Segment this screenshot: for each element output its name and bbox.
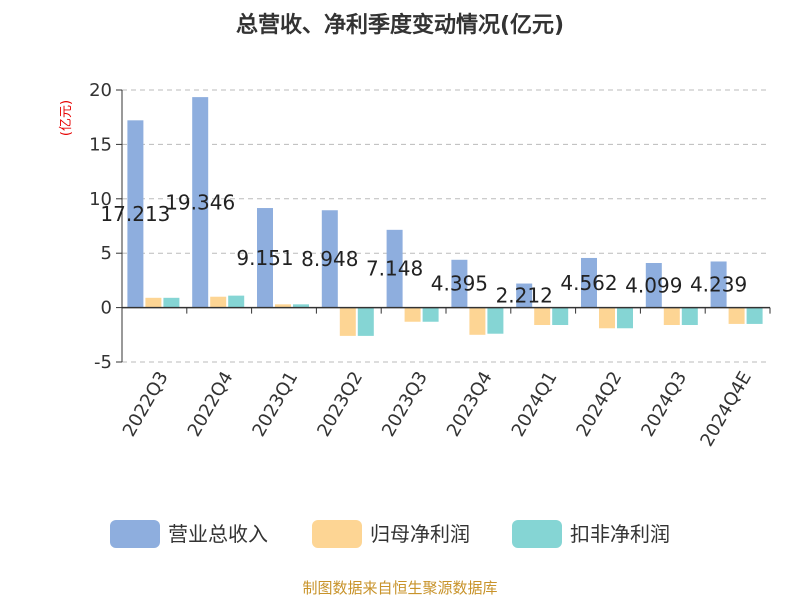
x-tick-label: 2023Q2 <box>313 368 367 440</box>
bar-3 <box>357 307 374 336</box>
bar-2 <box>469 307 486 335</box>
data-label: 4.562 <box>560 271 617 295</box>
bar-3 <box>681 307 698 326</box>
bar-2 <box>339 307 356 336</box>
bar-3 <box>163 297 180 308</box>
y-tick-label: 0 <box>101 298 112 319</box>
y-tick-label: 10 <box>89 189 112 210</box>
bar-1 <box>257 208 273 308</box>
data-label: 8.948 <box>301 247 358 271</box>
y-tick-label: 15 <box>89 134 112 155</box>
y-tick-label: 5 <box>101 243 112 264</box>
bar-3 <box>617 307 633 329</box>
legend-swatch <box>512 520 562 548</box>
bar-3 <box>228 295 245 308</box>
bar-2 <box>599 307 615 329</box>
x-tick-label: 2024Q3 <box>637 368 691 440</box>
data-label: 4.239 <box>690 273 747 297</box>
data-label: 17.213 <box>100 202 170 226</box>
bars <box>127 97 763 336</box>
x-tick-label: 2024Q2 <box>572 368 626 440</box>
bar-1 <box>192 97 209 308</box>
bar-3 <box>293 304 309 308</box>
chart-title: 总营收、净利季度变动情况(亿元) <box>236 12 564 38</box>
bar-3 <box>552 307 569 326</box>
legend-label: 营业总收入 <box>168 522 268 546</box>
data-label: 4.395 <box>431 272 488 296</box>
bar-1 <box>516 283 533 308</box>
bar-2 <box>145 297 162 308</box>
x-tick-label: 2023Q3 <box>378 368 432 440</box>
data-label: 2.212 <box>496 284 553 308</box>
legend-swatch <box>110 520 160 548</box>
x-tick-label: 2022Q3 <box>119 368 173 440</box>
bar-3 <box>422 307 439 322</box>
data-label: 19.346 <box>165 190 235 214</box>
bar-3 <box>746 307 763 324</box>
bar-2 <box>534 307 551 326</box>
axes: -5 0 5 10 15 20 2022Q3 2022Q4 2023Q1 2023Q2 2023Q3… <box>89 80 771 450</box>
bar-2 <box>210 296 227 308</box>
source-note: 制图数据来自恒生聚源数据库 <box>302 579 497 597</box>
x-tick-label: 2024Q4E <box>696 368 756 450</box>
bar-2 <box>404 307 421 322</box>
bar-1 <box>321 210 338 308</box>
legend-label: 扣非净利润 <box>570 522 670 546</box>
bar-1 <box>710 261 727 308</box>
bar-1 <box>386 229 403 308</box>
gridlines <box>122 89 770 363</box>
bar-1 <box>581 257 597 308</box>
y-tick-label: 20 <box>89 80 112 101</box>
bar-1 <box>645 263 662 308</box>
legend: 营业总收入 归母净利润 扣非净利润 <box>110 520 670 548</box>
y-axis-label: (亿元) <box>59 100 74 136</box>
x-tick-label: 2024Q1 <box>508 368 562 440</box>
data-label: 7.148 <box>366 257 423 281</box>
legend-swatch <box>312 520 362 548</box>
legend-label: 归母净利润 <box>370 522 470 546</box>
data-label: 9.151 <box>236 246 293 270</box>
data-label: 4.099 <box>625 273 682 297</box>
bar-3 <box>487 307 504 334</box>
x-tick-label: 2022Q4 <box>184 368 238 440</box>
bar-1 <box>127 120 144 308</box>
y-tick-label: -5 <box>94 352 112 373</box>
x-tick-label: 2023Q4 <box>443 368 497 440</box>
x-tick-label: 2023Q1 <box>248 368 302 440</box>
bar-2 <box>275 304 291 308</box>
bar-2 <box>663 307 680 326</box>
bar-2 <box>728 307 745 324</box>
bar-1 <box>451 259 468 308</box>
